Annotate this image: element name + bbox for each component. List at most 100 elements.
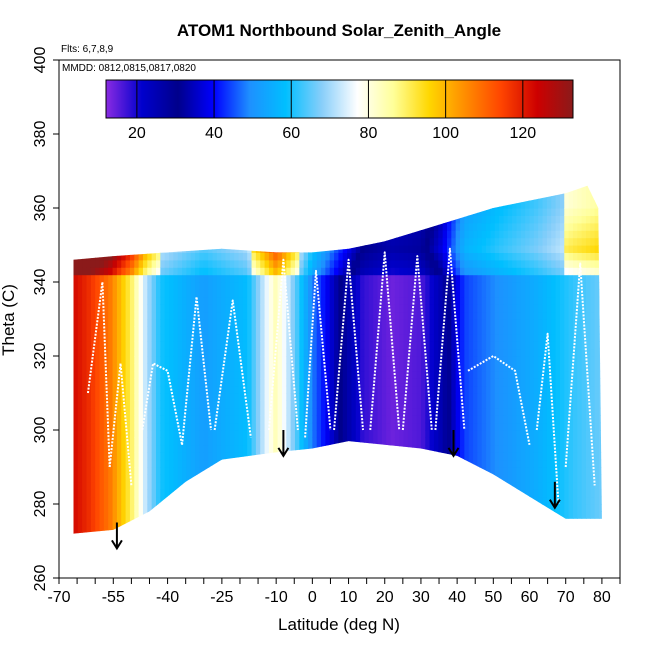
curtain-cell bbox=[82, 474, 88, 483]
curtain-cell bbox=[281, 437, 287, 446]
curtain-cell bbox=[134, 541, 139, 549]
curtain-cell bbox=[347, 304, 353, 313]
curtain-cell bbox=[481, 415, 487, 424]
curtain-cell bbox=[438, 304, 444, 313]
curtain-cell bbox=[129, 230, 135, 239]
curtain-cell bbox=[221, 400, 227, 409]
curtain-cell bbox=[294, 518, 300, 527]
curtain-cell bbox=[325, 489, 331, 498]
curtain-cell bbox=[229, 385, 235, 394]
curtain-cell bbox=[404, 171, 409, 179]
curtain-cell bbox=[412, 193, 418, 202]
curtain-cell bbox=[116, 474, 122, 483]
curtain-cell bbox=[238, 289, 244, 298]
curtain-cell bbox=[229, 511, 235, 520]
curtain-cell bbox=[221, 311, 227, 320]
curtain-cell bbox=[347, 319, 353, 327]
curtain-cell bbox=[464, 333, 470, 342]
curtain-cell bbox=[138, 230, 144, 239]
curtain-cell bbox=[429, 363, 435, 372]
curtain-cell bbox=[155, 400, 161, 409]
curtain-cell bbox=[104, 548, 109, 556]
curtain-cell bbox=[399, 304, 405, 313]
curtain-cell bbox=[416, 474, 422, 483]
curtain-cell bbox=[234, 474, 240, 483]
curtain-cell bbox=[325, 215, 331, 224]
curtain-cell bbox=[303, 393, 309, 401]
curtain-cell bbox=[247, 252, 253, 261]
curtain-cell bbox=[464, 230, 470, 239]
curtain-cell bbox=[225, 193, 231, 202]
curtain-cell bbox=[242, 378, 248, 387]
curtain-cell bbox=[325, 296, 331, 305]
curtain-cell bbox=[152, 548, 157, 556]
curtain-cell bbox=[399, 222, 405, 231]
curtain-cell bbox=[355, 289, 361, 298]
curtain-cell bbox=[151, 185, 157, 194]
curtain-cell bbox=[455, 274, 461, 283]
curtain-cell bbox=[116, 504, 122, 512]
curtain-cell bbox=[460, 489, 465, 498]
curtain-cell bbox=[142, 245, 148, 253]
curtain-cell bbox=[477, 274, 483, 283]
curtain-cell bbox=[234, 282, 240, 290]
curtain-cell bbox=[151, 289, 157, 298]
curtain-cell bbox=[386, 541, 391, 549]
curtain-cell bbox=[182, 245, 188, 253]
curtain-cell bbox=[299, 326, 305, 335]
curtain-cell bbox=[325, 452, 331, 461]
dates-label: MMDD: 0812,0815,0817,0820 bbox=[62, 63, 196, 74]
curtain-cell bbox=[82, 415, 88, 424]
curtain-cell bbox=[468, 393, 474, 401]
curtain-cell bbox=[238, 489, 244, 498]
curtain-cell bbox=[486, 378, 492, 387]
curtain-cell bbox=[443, 548, 448, 556]
curtain-cell bbox=[294, 407, 300, 416]
curtain-cell bbox=[99, 385, 105, 394]
curtain-cell bbox=[117, 171, 122, 179]
curtain-cell bbox=[368, 481, 374, 490]
curtain-cell bbox=[195, 200, 201, 209]
curtain-cell bbox=[464, 467, 470, 475]
curtain-cell bbox=[86, 348, 92, 357]
curtain-cell bbox=[212, 259, 218, 268]
curtain-cell bbox=[151, 430, 157, 438]
curtain-cell bbox=[112, 252, 118, 261]
curtain-cell bbox=[229, 274, 235, 283]
curtain-cell bbox=[268, 363, 274, 372]
curtain-cell bbox=[342, 222, 348, 231]
curtain-cell bbox=[95, 185, 101, 187]
curtain-cell bbox=[416, 274, 422, 283]
curtain-cell bbox=[412, 489, 418, 498]
curtain-cell bbox=[390, 415, 396, 424]
curtain-cell bbox=[160, 230, 166, 239]
curtain-cell bbox=[329, 496, 335, 505]
curtain-cell bbox=[347, 208, 353, 216]
curtain-cell bbox=[386, 230, 392, 239]
curtain-cell bbox=[342, 496, 348, 505]
curtain-cell bbox=[108, 252, 114, 261]
curtain-cell bbox=[173, 385, 179, 394]
curtain-cell bbox=[381, 511, 387, 520]
curtain-cell bbox=[77, 393, 83, 401]
curtain-cell bbox=[294, 385, 300, 394]
curtain-cell bbox=[282, 171, 287, 179]
curtain-cell bbox=[234, 385, 240, 394]
curtain-cell bbox=[134, 259, 140, 268]
curtain-cell bbox=[399, 289, 405, 298]
curtain-cell bbox=[199, 185, 205, 194]
curtain-cell bbox=[90, 474, 96, 483]
curtain-cell bbox=[116, 200, 122, 209]
curtain-cell bbox=[264, 296, 270, 305]
curtain-cell bbox=[265, 541, 270, 549]
curtain-cell bbox=[216, 230, 222, 239]
curtain-cell bbox=[482, 541, 487, 549]
curtain-cell bbox=[281, 333, 287, 342]
curtain-cell bbox=[112, 289, 118, 298]
curtain-cell bbox=[442, 481, 448, 490]
curtain-cell bbox=[433, 267, 439, 276]
curtain-cell bbox=[425, 481, 431, 490]
curtain-cell bbox=[116, 185, 122, 187]
curtain-cell bbox=[420, 400, 426, 409]
curtain-cell bbox=[477, 370, 483, 379]
